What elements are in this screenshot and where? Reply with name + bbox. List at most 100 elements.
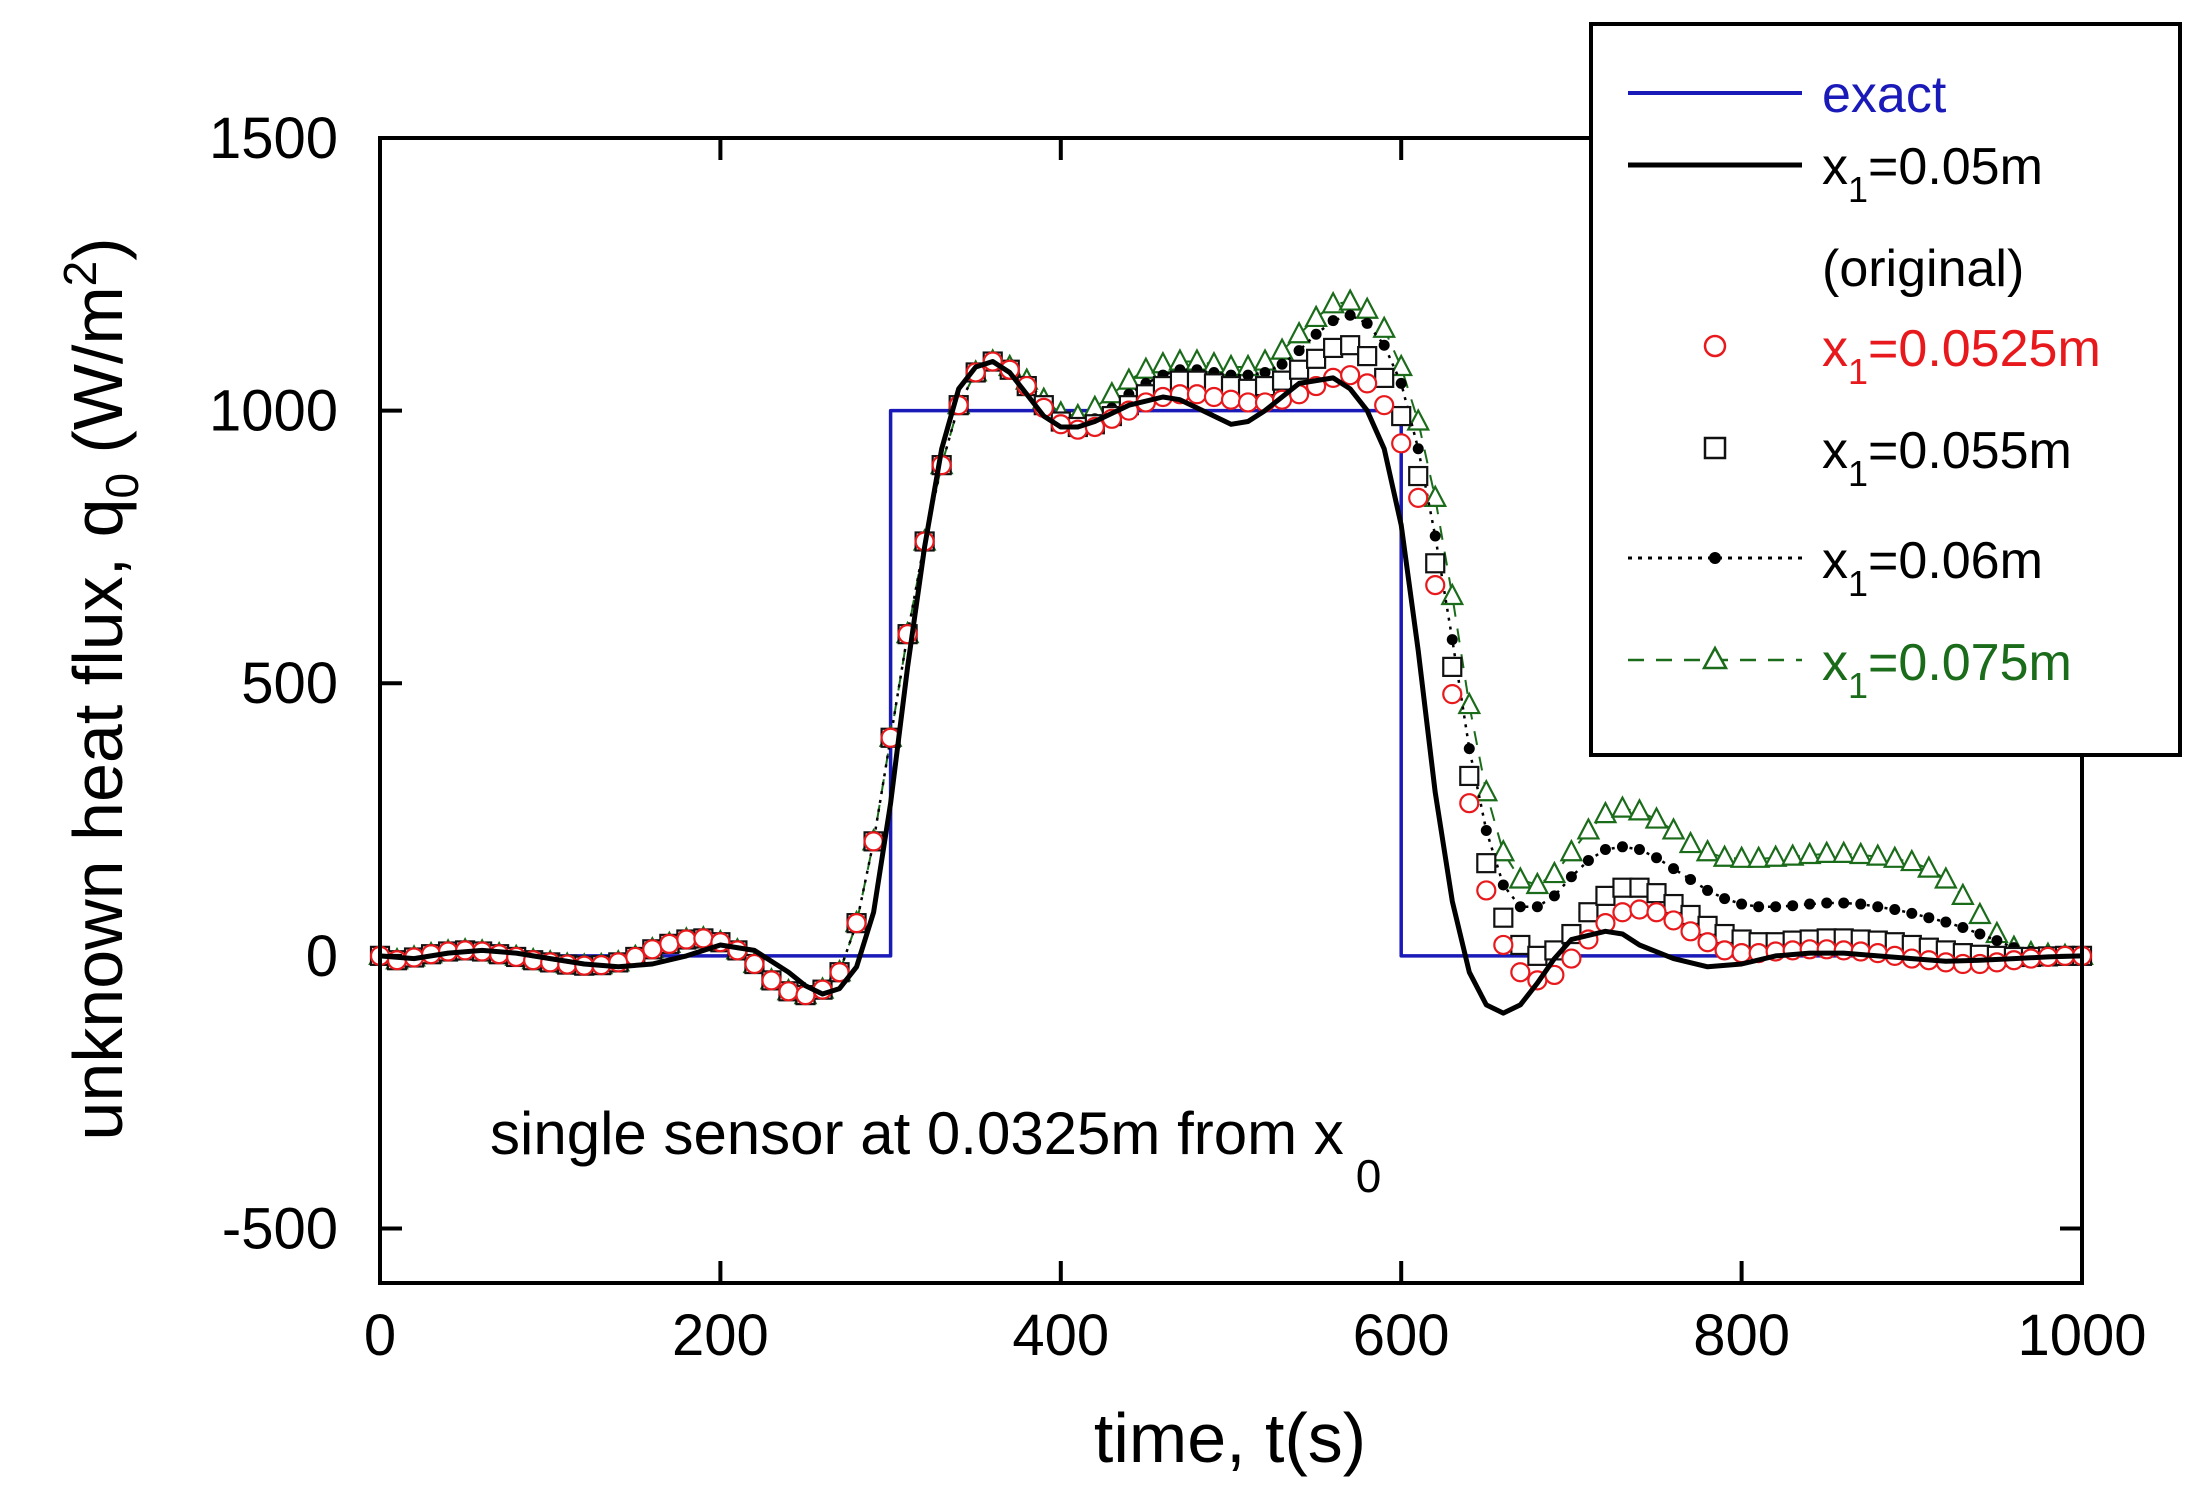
y-axis-label-unit-close: ) (59, 237, 137, 260)
data-point-x055 (1288, 359, 1310, 380)
data-point-x0525 (744, 953, 765, 975)
legend-label-x055: x1=0.055m (1822, 422, 2072, 494)
data-point-x075 (1763, 844, 1788, 867)
data-point-x0525 (659, 933, 680, 954)
y-axis-label-unit-sup: 2 (54, 261, 106, 287)
data-point-x075 (1355, 296, 1379, 319)
data-point-x0525 (1237, 392, 1259, 413)
data-point-x075 (1831, 840, 1856, 863)
data-point-x075 (1712, 844, 1737, 867)
data-point-x075 (1797, 841, 1822, 865)
data-point-x075 (1746, 845, 1771, 868)
data-point-x060 (1429, 530, 1441, 542)
data-point-x055 (1510, 934, 1531, 956)
data-point-x0525 (1408, 487, 1429, 508)
data-point-x075 (1729, 845, 1754, 868)
axes: 0 200 400 600 800 1000 -500 0 500 1000 1500 (209, 106, 2147, 1368)
data-point-x075 (1423, 484, 1448, 507)
data-point-x0525 (1952, 953, 1973, 975)
data-point-x055 (1408, 465, 1429, 487)
data-point-x060 (1872, 901, 1884, 913)
data-point-x055 (1305, 348, 1327, 369)
data-point-x060 (1906, 907, 1918, 919)
data-point-x0525 (1493, 934, 1514, 956)
legend-label-x060: x1=0.06m (1822, 532, 2043, 604)
data-point-x075 (1848, 841, 1873, 865)
legend-box (1589, 22, 2182, 757)
data-point-x060 (1480, 824, 1492, 836)
data-point-x075 (1457, 691, 1482, 715)
data-point-x0525 (1697, 932, 1718, 953)
data-point-x060 (1736, 898, 1748, 910)
y-tick-label: 1000 (209, 379, 338, 444)
data-point-x0525 (1561, 948, 1582, 969)
data-point-x0525 (1357, 373, 1378, 394)
data-point-x060 (1668, 863, 1680, 875)
data-point-x075 (1100, 380, 1124, 404)
data-point-x075 (1338, 288, 1362, 311)
data-point-x075 (1899, 848, 1924, 872)
data-point-x055 (1493, 907, 1514, 928)
x-tick-label: 200 (672, 1303, 769, 1368)
data-point-x055 (1595, 885, 1616, 906)
data-point-x075 (1253, 348, 1277, 371)
y-tick-label: -500 (222, 1196, 338, 1261)
data-point-x075 (1865, 843, 1890, 866)
legend-marker-square (1703, 436, 1727, 460)
data-point-x0525 (1476, 880, 1497, 901)
data-point-x075 (1389, 353, 1414, 377)
data-point-x060 (1991, 935, 2003, 947)
data-point-x0525 (1186, 384, 1208, 405)
data-point-x075 (1491, 838, 1516, 862)
data-point-x060 (1633, 844, 1645, 856)
data-point-x0525 (1459, 793, 1480, 814)
legend-marker-triangle (1701, 645, 1729, 670)
data-point-x060 (1242, 369, 1254, 381)
data-point-x0525 (1612, 902, 1633, 923)
data-point-x075 (1542, 860, 1567, 884)
data-point-x055 (1271, 370, 1293, 391)
data-point-x075 (1916, 855, 1941, 878)
legend-sample-x075 (1628, 645, 1802, 670)
x-tick-label: 600 (1353, 1303, 1450, 1368)
data-point-x060 (1293, 345, 1305, 357)
data-point-x0525 (761, 970, 782, 991)
data-point-x0525 (1680, 921, 1701, 942)
data-point-x055 (1527, 945, 1548, 966)
data-point-x060 (1327, 315, 1339, 327)
data-point-x055 (1578, 902, 1599, 923)
data-point-x060 (1719, 893, 1731, 905)
legend-marker-dot (1709, 552, 1721, 564)
data-point-x075 (1644, 806, 1669, 829)
data-point-x060 (1378, 339, 1390, 351)
data-point-x055 (1459, 765, 1480, 787)
data-point-x075 (1525, 871, 1550, 895)
data-point-x060 (1770, 901, 1782, 913)
x-tick-label: 1000 (2017, 1303, 2146, 1368)
data-point-x060 (1531, 901, 1543, 913)
data-point-x060 (1957, 922, 1969, 934)
data-point-x0525 (642, 939, 663, 960)
data-point-x075 (1474, 778, 1499, 802)
data-point-x060 (1582, 854, 1594, 866)
data-point-x0525 (863, 831, 884, 852)
legend-sample-x055 (1703, 436, 1727, 460)
series-x050 (379, 359, 2083, 1016)
data-point-x0525 (1833, 940, 1854, 961)
data-point-x060 (1940, 916, 1952, 928)
data-point-x060 (1259, 366, 1271, 378)
y-axis-label: unknown heat flux, q0 (W/m2) (54, 237, 148, 1140)
data-point-x060 (1599, 844, 1611, 856)
data-point-x0525 (693, 928, 714, 949)
data-point-x055 (1612, 877, 1633, 898)
data-point-x0525 (1220, 389, 1242, 410)
data-point-x0525 (1442, 684, 1463, 705)
data-point-x075 (1951, 882, 1975, 905)
data-point-x0525 (1816, 939, 1837, 960)
legend-label-x0525: x1=0.0525m (1822, 320, 2101, 392)
data-point-x060 (1344, 309, 1356, 321)
legend-label-x075: x1=0.075m (1822, 634, 2072, 706)
data-point-x060 (1651, 852, 1662, 864)
data-point-x060 (1787, 900, 1799, 912)
data-point-x075 (1593, 800, 1618, 824)
